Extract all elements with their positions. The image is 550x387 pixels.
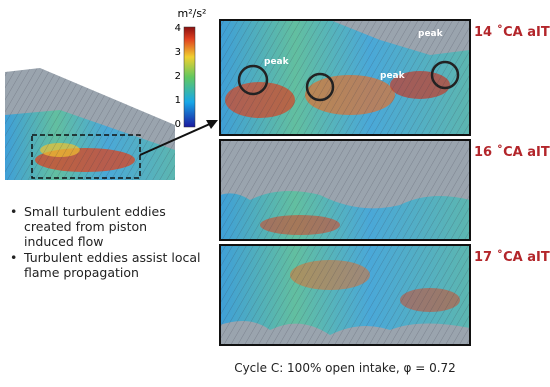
colorbar-tick-label: 4 (175, 23, 181, 34)
panel (219, 139, 471, 241)
panel (219, 244, 471, 346)
caption: Cycle C: 100% open intake, φ = 0.72 (234, 361, 456, 375)
overview-image (5, 68, 218, 180)
colorbar (183, 26, 196, 128)
colorbar-unit: m²/s² (178, 7, 207, 20)
peak-label: peak (380, 71, 406, 81)
panel: peak peak peak (219, 19, 471, 136)
bullet: Turbulent eddies assist local flame prop… (8, 250, 204, 280)
peak-label: peak (418, 29, 444, 39)
bullet: Small turbulent eddies created from pist… (8, 204, 194, 249)
colorbar-tick-label: 0 (175, 119, 181, 130)
panel-label: 14 ˚CA aIT (474, 25, 550, 40)
peak-label: peak (264, 57, 290, 67)
panel-label: 17 ˚CA aIT (474, 250, 550, 265)
colorbar-tick-label: 2 (175, 71, 181, 82)
panel-label: 16 ˚CA aIT (474, 145, 550, 160)
colorbar-tick-label: 3 (175, 47, 181, 58)
colorbar-tick-label: 1 (175, 95, 181, 106)
